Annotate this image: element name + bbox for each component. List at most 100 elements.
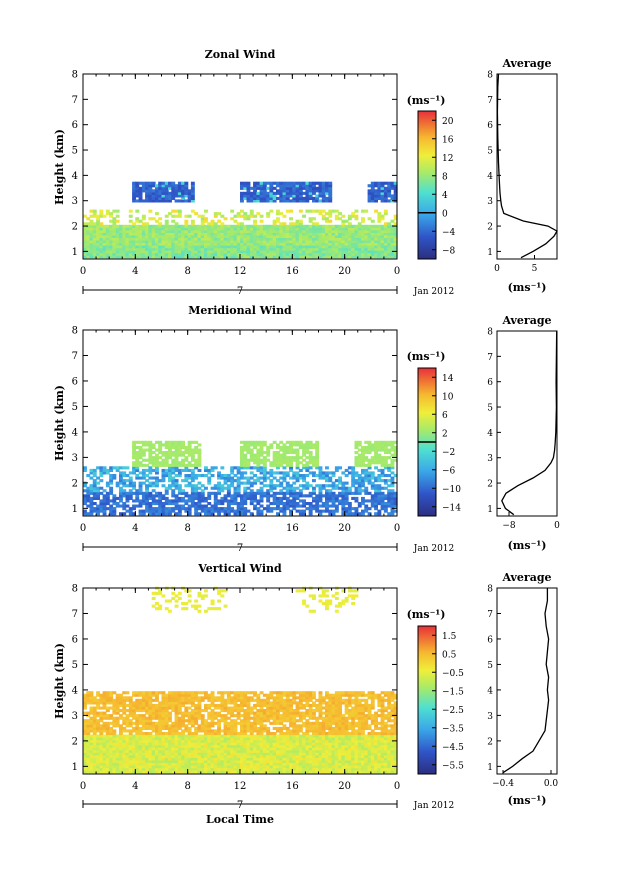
heatmap-cell xyxy=(272,494,277,498)
heatmap-cell xyxy=(99,719,104,723)
heatmap-cell xyxy=(155,466,159,470)
heatmap-cell xyxy=(213,698,218,702)
heatmap-cell xyxy=(282,496,287,500)
heatmap-cell xyxy=(262,507,267,511)
heatmap-cell xyxy=(132,742,136,746)
heatmap-cell xyxy=(92,484,97,488)
heatmap-cell xyxy=(200,762,205,766)
heatmap-cell xyxy=(194,732,199,736)
heatmap-cell xyxy=(187,504,192,508)
heatmap-cell xyxy=(393,234,398,238)
heatmap-cell xyxy=(331,209,336,213)
heatmap-cell xyxy=(289,512,293,516)
heatmap-cell xyxy=(92,714,97,718)
heatmap-cell xyxy=(194,476,199,480)
heatmap-cell xyxy=(132,461,136,465)
heatmap-cell xyxy=(256,237,261,241)
x-tick-label: 8 xyxy=(184,523,190,534)
heatmap-cell xyxy=(305,229,310,233)
heatmap-cell xyxy=(151,250,156,254)
heatmap-cell xyxy=(207,227,212,231)
heatmap-cell xyxy=(256,499,261,503)
heatmap-cell xyxy=(187,747,192,751)
heatmap-cell xyxy=(380,191,385,195)
y-tick-label: 7 xyxy=(72,351,78,362)
heatmap-cell xyxy=(272,229,277,233)
heatmap-cell xyxy=(354,512,359,516)
heatmap-cell xyxy=(279,181,284,185)
heatmap-cell xyxy=(374,209,378,213)
heatmap-cell xyxy=(122,691,127,695)
heatmap-cell xyxy=(256,250,261,254)
heatmap-cell xyxy=(194,754,199,758)
heatmap-cell xyxy=(361,219,365,223)
heatmap-cell xyxy=(334,240,339,244)
heatmap-cell xyxy=(204,734,208,738)
heatmap-cell xyxy=(132,453,136,457)
heatmap-cell xyxy=(341,245,346,249)
heatmap-cell xyxy=(158,255,163,259)
heatmap-cell xyxy=(210,747,215,751)
heatmap-cell xyxy=(99,765,104,769)
heatmap-cell xyxy=(181,184,185,188)
heatmap-cell xyxy=(148,494,153,498)
heatmap-cell xyxy=(128,744,133,748)
heatmap-cell xyxy=(145,479,149,483)
heatmap-cell xyxy=(164,214,169,218)
heatmap-cell xyxy=(161,507,166,511)
heatmap-cell xyxy=(164,491,169,495)
heatmap-cell xyxy=(341,214,346,218)
heatmap-cell xyxy=(226,507,231,511)
heatmap-cell xyxy=(390,196,395,200)
heatmap-cell xyxy=(197,250,202,254)
heatmap-cell xyxy=(269,191,274,195)
heatmap-cell xyxy=(148,716,153,720)
heatmap-cell xyxy=(184,242,189,246)
heatmap-cell xyxy=(184,199,189,203)
heatmap-cell xyxy=(190,227,195,231)
heatmap-cell xyxy=(380,250,385,254)
heatmap-cell xyxy=(99,760,104,764)
heatmap-cell xyxy=(249,240,254,244)
heatmap-cell xyxy=(380,456,385,460)
heatmap-cell xyxy=(305,209,310,213)
heatmap-cell xyxy=(181,719,185,723)
heatmap-cell xyxy=(168,719,172,723)
heatmap-cell xyxy=(96,747,100,751)
heatmap-cell xyxy=(289,227,293,231)
heatmap-cell xyxy=(141,247,146,251)
heatmap-cell xyxy=(207,496,212,500)
heatmap-cell xyxy=(357,448,362,452)
heatmap-cell xyxy=(184,589,189,593)
heatmap-cell xyxy=(249,502,254,506)
heatmap-cell xyxy=(151,224,156,228)
heatmap-cell xyxy=(99,701,104,705)
heatmap-cell xyxy=(200,737,205,741)
heatmap-cell xyxy=(145,489,149,493)
heatmap-cell xyxy=(266,448,271,452)
heatmap-cell xyxy=(138,752,143,756)
heatmap-cell xyxy=(92,224,97,228)
heatmap-cell xyxy=(164,468,169,472)
heatmap-cell xyxy=(387,181,392,185)
heatmap-cell xyxy=(135,724,140,728)
heatmap-cell xyxy=(246,445,251,449)
heatmap-cell xyxy=(115,742,120,746)
colorbar-tick-label: 16 xyxy=(442,135,454,145)
heatmap-cell xyxy=(276,479,280,483)
heatmap-cell xyxy=(148,747,153,751)
heatmap-cell xyxy=(158,734,163,738)
heatmap-cell xyxy=(125,749,130,753)
heatmap-cell xyxy=(171,219,176,223)
heatmap-cell xyxy=(282,458,287,462)
heatmap-cell xyxy=(128,240,133,244)
heatmap-cell xyxy=(135,739,140,743)
heatmap-cell xyxy=(223,474,228,478)
heatmap-cell xyxy=(141,706,146,710)
heatmap-cell xyxy=(190,724,195,728)
heatmap-cell xyxy=(187,227,192,231)
heatmap-cell xyxy=(184,754,189,758)
heatmap-cell xyxy=(132,739,136,743)
heatmap-cell xyxy=(364,491,369,495)
